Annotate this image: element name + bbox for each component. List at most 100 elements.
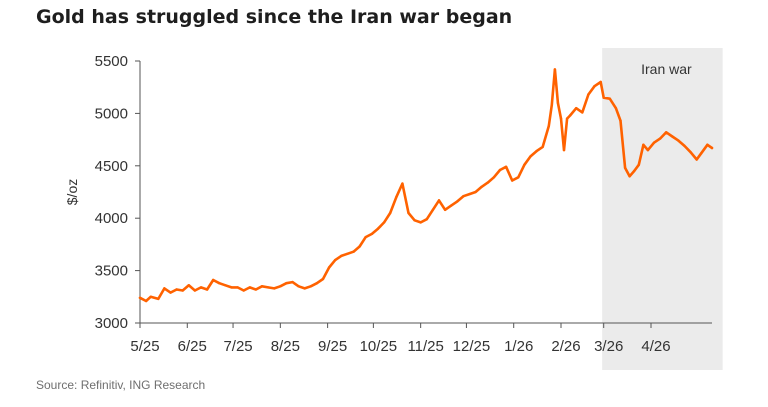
- data-point: [413, 219, 416, 222]
- data-point: [619, 119, 622, 122]
- data-point: [677, 139, 680, 142]
- data-point: [144, 299, 148, 303]
- data-point: [291, 280, 294, 284]
- data-point: [370, 232, 374, 236]
- data-point: [358, 245, 361, 248]
- iran-war-shaded-region: [602, 48, 723, 370]
- data-point: [181, 289, 184, 292]
- data-point: [187, 284, 190, 287]
- data-point: [376, 227, 380, 230]
- data-point: [608, 97, 611, 100]
- data-point: [193, 289, 197, 292]
- data-point: [683, 144, 686, 148]
- data-point: [468, 192, 471, 196]
- data-point: [511, 179, 514, 182]
- data-point: [437, 199, 441, 202]
- data-point: [279, 285, 282, 288]
- data-point: [260, 285, 264, 288]
- iran-war-label: Iran war: [641, 61, 692, 77]
- data-point: [169, 291, 172, 294]
- data-point: [637, 163, 640, 166]
- data-point: [382, 221, 386, 224]
- data-point: [562, 148, 566, 152]
- data-point: [462, 195, 465, 198]
- data-point: [575, 107, 578, 110]
- data-point: [689, 151, 692, 154]
- data-point: [665, 131, 668, 134]
- data-point: [346, 252, 349, 255]
- data-point: [425, 218, 428, 221]
- x-tick-label: 1/26: [504, 338, 533, 355]
- x-tick-label: 6/25: [178, 338, 207, 355]
- data-point: [327, 266, 331, 269]
- data-point: [535, 149, 538, 153]
- data-point: [297, 285, 300, 288]
- data-point: [593, 85, 596, 88]
- x-axis-ticks: 5/25 6/25 7/25 8/25 9/25 10/25 11/25 12/25 1/26 2…: [130, 323, 671, 355]
- data-point: [671, 135, 674, 138]
- data-point: [224, 284, 227, 287]
- y-tick-label: 3000: [95, 315, 128, 332]
- data-point: [633, 169, 636, 173]
- data-point: [498, 168, 502, 172]
- data-point: [523, 163, 526, 166]
- data-point: [236, 286, 239, 289]
- data-point: [149, 295, 152, 298]
- data-point: [205, 288, 209, 291]
- x-tick-label: 4/26: [641, 338, 670, 355]
- data-point: [614, 107, 618, 110]
- data-point: [529, 155, 532, 158]
- y-tick-label: 4500: [95, 158, 128, 175]
- data-point: [474, 190, 477, 194]
- data-point: [266, 286, 270, 289]
- y-tick-label: 4000: [95, 210, 128, 227]
- gold-price-points: [138, 68, 714, 303]
- data-point: [199, 286, 203, 289]
- x-tick-label: 12/25: [453, 338, 491, 355]
- data-point: [340, 254, 343, 258]
- data-point: [303, 287, 306, 290]
- data-point: [706, 143, 709, 146]
- data-point: [504, 165, 508, 168]
- data-point: [419, 221, 422, 224]
- data-point: [407, 211, 410, 215]
- data-point: [138, 296, 142, 299]
- data-point: [599, 80, 602, 84]
- x-tick-label: 3/26: [594, 338, 623, 355]
- data-point: [334, 258, 337, 262]
- data-point: [628, 175, 631, 178]
- x-tick-label: 9/25: [318, 338, 347, 355]
- x-tick-label: 2/26: [551, 338, 580, 355]
- gold-price-chart: Iran war $/oz 3000 3500 4000 4500 5000 5500 5…: [64, 48, 723, 370]
- data-point: [568, 114, 572, 117]
- data-point: [547, 124, 550, 128]
- data-point: [700, 152, 703, 155]
- data-point: [273, 287, 276, 290]
- data-point: [450, 204, 453, 207]
- data-point: [352, 250, 355, 253]
- y-axis-ticks: 3000 3500 4000 4500 5000 5500: [95, 53, 140, 332]
- data-point: [517, 176, 520, 179]
- data-point: [242, 289, 245, 292]
- data-point: [315, 282, 319, 285]
- data-point: [230, 286, 233, 289]
- data-point: [492, 176, 496, 179]
- y-tick-label: 5500: [95, 53, 128, 70]
- data-point: [218, 282, 221, 285]
- data-point: [695, 158, 698, 161]
- data-point: [254, 288, 258, 291]
- data-point: [565, 117, 569, 120]
- x-tick-label: 10/25: [360, 338, 398, 355]
- data-point: [309, 285, 312, 288]
- x-tick-label: 8/25: [271, 338, 300, 355]
- data-point: [395, 196, 398, 199]
- data-point: [443, 208, 447, 211]
- data-point: [163, 287, 166, 290]
- y-tick-label: 5000: [95, 105, 128, 122]
- source-note: Source: Refinitiv, ING Research: [36, 378, 206, 392]
- data-point: [456, 200, 459, 203]
- data-point: [541, 145, 544, 149]
- x-tick-label: 5/25: [130, 338, 159, 355]
- data-point: [321, 277, 325, 281]
- chart-title: Gold has struggled since the Iran war be…: [36, 6, 513, 28]
